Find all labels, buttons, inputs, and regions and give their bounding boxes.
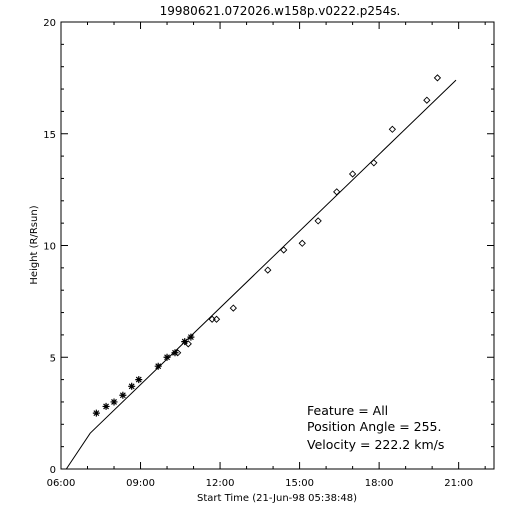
fit-line: [65, 79, 457, 470]
x-axis-title: Start Time (21-Jun-98 05:38:48): [197, 493, 357, 504]
data-point-diamond: [333, 188, 341, 196]
data-point-asterisk: [119, 391, 127, 399]
data-point-diamond: [370, 159, 378, 167]
y-tick-label: 0: [50, 465, 56, 476]
data-point-diamond: [264, 266, 272, 274]
data-point-diamond: [423, 96, 431, 104]
data-point-diamond: [280, 246, 288, 254]
y-tick-label: 10: [43, 242, 56, 253]
y-tick-label: 5: [50, 353, 56, 364]
data-point-diamond: [348, 170, 357, 178]
data-point-asterisk: [154, 362, 162, 370]
data-point-diamond: [314, 217, 322, 225]
data-point-diamond: [388, 125, 397, 133]
plot-frame: [60, 21, 495, 470]
annotation-position-angle: Position Angle = 255.: [307, 419, 441, 434]
y-axis-title: Height (R/Rsun): [29, 205, 40, 284]
x-tick-label: 18:00: [365, 478, 394, 489]
data-point-asterisk: [102, 402, 110, 410]
x-axis: 06:00 09:00 12:00 15:00 18:00 21:00: [47, 22, 486, 489]
data-point-asterisk: [187, 333, 195, 341]
data-point-asterisk: [135, 376, 143, 384]
data-point-asterisk: [110, 398, 118, 406]
fit-line-group: [65, 79, 457, 470]
y-tick-label: 20: [43, 18, 56, 29]
data-point-diamond: [229, 304, 237, 312]
data-point-diamond: [184, 340, 192, 348]
x-tick-label: 06:00: [47, 478, 76, 489]
x-tick-label: 21:00: [444, 478, 473, 489]
x-tick-label: 09:00: [126, 478, 155, 489]
chart-title: 19980621.072026.w158p.v0222.p254s.: [160, 4, 401, 18]
y-tick-label: 15: [43, 130, 56, 141]
data-point-diamond: [433, 74, 442, 82]
x-tick-label: 12:00: [206, 478, 235, 489]
data-point-asterisk: [92, 409, 100, 417]
annotation-feature: Feature = All: [307, 403, 388, 418]
x-tick-label: 15:00: [285, 478, 314, 489]
data-point-asterisk: [128, 382, 136, 390]
y-axis: 0 5 10 15 20: [43, 18, 494, 476]
annotation-velocity: Velocity = 222.2 km/s: [307, 437, 444, 452]
data-point-asterisk: [181, 338, 189, 346]
data-markers: [92, 74, 442, 417]
data-point-diamond: [174, 349, 182, 357]
data-point-diamond: [212, 315, 221, 323]
data-point-diamond: [298, 239, 306, 247]
data-point-asterisk: [163, 353, 171, 361]
